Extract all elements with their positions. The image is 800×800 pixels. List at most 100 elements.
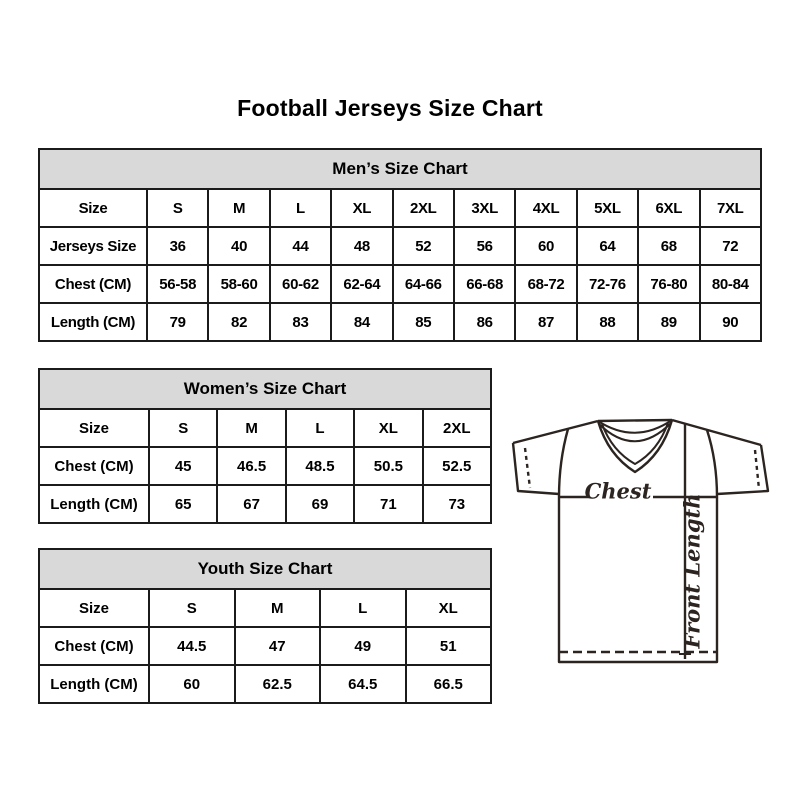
table-cell: 86: [452, 302, 517, 342]
table-row: Jerseys Size 36 40 44 48 52 56 60 64 68 72: [38, 226, 763, 266]
table-cell: M: [207, 188, 271, 228]
right-shoulder-line: [671, 418, 762, 447]
table-cell: 48.5: [284, 446, 356, 486]
youth-header-row: Youth Size Chart: [38, 548, 492, 590]
youth-table-grid: Youth Size Chart Size S M L XL Chest (CM) 44.5 4…: [38, 548, 492, 704]
collar-back-curve-2: [598, 422, 672, 443]
table-row: Length (CM) 79 82 83 84 85 86 87 88 89 90: [38, 302, 763, 342]
table-cell: 64.5: [319, 664, 407, 704]
table-row: Length (CM) 65 67 69 71 73: [38, 484, 493, 524]
table-cell: 48: [330, 226, 394, 266]
right-sleeve-edge: [716, 444, 770, 496]
table-cell: 62.5: [233, 664, 321, 704]
row-label: Size: [38, 588, 150, 628]
table-cell: L: [319, 588, 407, 628]
youth-size-table: Youth Size Chart Size S M L XL Chest (CM) 44.5 4…: [38, 548, 492, 704]
mens-header-row: Men’s Size Chart: [38, 148, 762, 190]
left-shoulder-line: [512, 419, 599, 445]
table-cell: 68: [637, 226, 701, 266]
table-row: Size S M L XL: [38, 588, 492, 628]
table-cell: 72-76: [575, 264, 640, 304]
table-cell: 67: [216, 484, 287, 524]
table-cell: 82: [207, 302, 271, 342]
table-cell: 40: [207, 226, 271, 266]
table-row: Chest (CM) 56-58 58-60 60-62 62-64 64-66 66-68…: [38, 264, 763, 304]
table-cell: 51: [404, 626, 492, 666]
table-cell: 85: [391, 302, 455, 342]
row-label: Length (CM): [38, 302, 148, 342]
table-cell: 46.5: [216, 446, 287, 486]
table-cell: S: [148, 588, 236, 628]
womens-chart-title: Women’s Size Chart: [38, 368, 492, 410]
jersey-outline-drawing: [511, 418, 770, 664]
table-cell: 65: [147, 484, 219, 524]
table-cell: 56: [452, 226, 517, 266]
table-cell: L: [268, 188, 333, 228]
table-cell: 83: [268, 302, 333, 342]
row-label: Size: [38, 408, 150, 448]
table-cell: XL: [404, 588, 492, 628]
table-cell: 44: [268, 226, 333, 266]
table-cell: M: [216, 408, 287, 448]
table-cell: L: [284, 408, 356, 448]
table-cell: 76-80: [637, 264, 701, 304]
table-cell: S: [147, 408, 219, 448]
table-cell: 5XL: [575, 188, 640, 228]
mens-size-table: Men’s Size Chart Size S M L XL 2XL 3XL 4XL 5XL 6XL…: [38, 148, 763, 342]
youth-chart-title: Youth Size Chart: [38, 548, 492, 590]
table-cell: 68-72: [514, 264, 578, 304]
left-cuff-stitch-line: [523, 447, 532, 489]
table-cell: 60: [148, 664, 236, 704]
table-cell: 62-64: [330, 264, 394, 304]
table-cell: 2XL: [421, 408, 493, 448]
table-cell: 71: [353, 484, 424, 524]
table-cell: 66.5: [404, 664, 492, 704]
table-cell: 50.5: [353, 446, 424, 486]
table-row: Length (CM) 60 62.5 64.5 66.5: [38, 664, 492, 704]
table-cell: 73: [421, 484, 493, 524]
page-title: Football Jerseys Size Chart: [237, 95, 543, 121]
collar-back-curve-1: [597, 419, 673, 434]
table-cell: 84: [330, 302, 394, 342]
table-cell: 3XL: [452, 188, 517, 228]
row-label: Chest (CM): [38, 446, 150, 486]
mens-table-grid: Men’s Size Chart Size S M L XL 2XL 3XL 4XL 5XL 6XL…: [38, 148, 763, 342]
table-cell: XL: [353, 408, 424, 448]
table-cell: 79: [145, 302, 210, 342]
table-cell: S: [145, 188, 210, 228]
table-cell: 45: [147, 446, 219, 486]
table-cell: 49: [319, 626, 407, 666]
table-cell: 52.5: [421, 446, 493, 486]
collar-v-inner: [601, 422, 669, 465]
table-cell: 88: [575, 302, 640, 342]
table-cell: 64: [575, 226, 640, 266]
table-cell: 64-66: [391, 264, 455, 304]
table-row: Size S M L XL 2XL 3XL 4XL 5XL 6XL 7XL: [38, 188, 763, 228]
table-cell: 90: [698, 302, 763, 342]
right-sleeve-seam: [705, 429, 719, 498]
right-cuff-stitch-line: [753, 449, 761, 490]
row-label: Chest (CM): [38, 264, 148, 304]
row-label: Jerseys Size: [38, 226, 148, 266]
table-cell: XL: [330, 188, 394, 228]
table-cell: 66-68: [452, 264, 517, 304]
collar-v-outer: [596, 419, 674, 474]
table-cell: 7XL: [698, 188, 763, 228]
table-row: Chest (CM) 44.5 47 49 51: [38, 626, 492, 666]
table-cell: 87: [514, 302, 578, 342]
table-cell: 56-58: [145, 264, 210, 304]
table-cell: 58-60: [207, 264, 271, 304]
body-outline: [557, 497, 719, 664]
row-label: Size: [38, 188, 148, 228]
left-sleeve-seam: [557, 428, 570, 498]
table-cell: 6XL: [637, 188, 701, 228]
table-cell: 52: [391, 226, 455, 266]
table-cell: 60-62: [268, 264, 333, 304]
row-label: Length (CM): [38, 484, 150, 524]
collar-top-line: [597, 418, 673, 423]
womens-table-grid: Women’s Size Chart Size S M L XL 2XL Chest (CM)…: [38, 368, 493, 524]
table-cell: M: [233, 588, 321, 628]
table-cell: 89: [637, 302, 701, 342]
chest-measure-label: Chest: [584, 478, 652, 504]
